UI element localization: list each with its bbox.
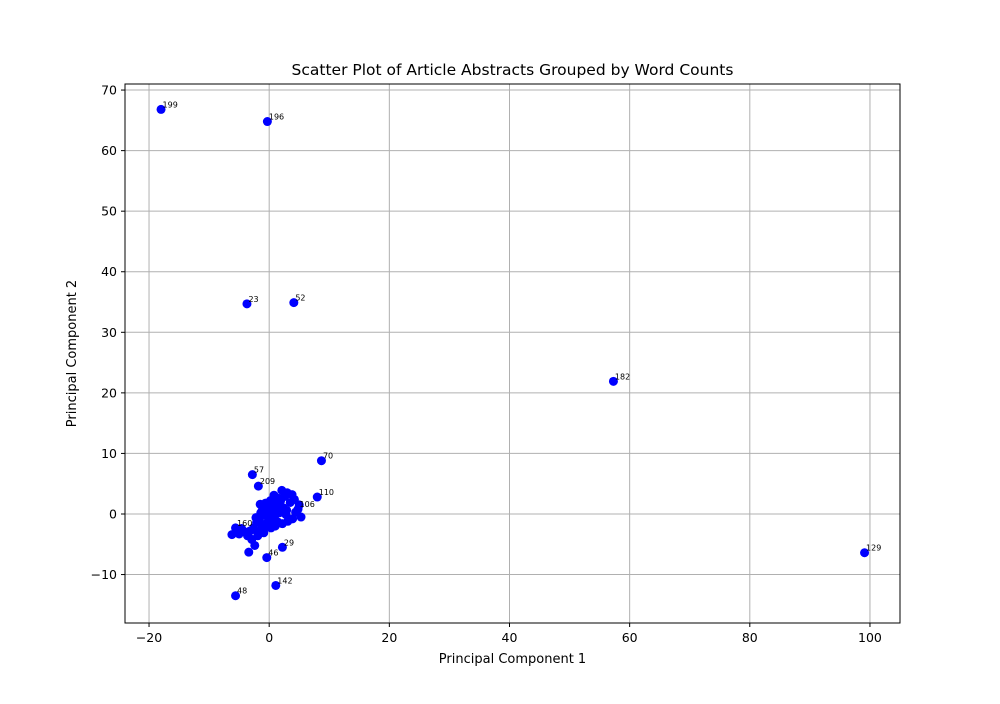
scatter-point [285, 497, 295, 507]
point-label: 106 [300, 500, 315, 509]
scatter-point [860, 548, 870, 558]
y-tick-label: 30 [101, 325, 117, 340]
point-label: 209 [260, 477, 275, 486]
scatter-point [316, 456, 326, 466]
point-label: 196 [269, 113, 284, 122]
point-label: 129 [866, 544, 881, 553]
scatter-point [262, 553, 272, 563]
axis-ticks: −20 0 20 40 60 80 100 −10 0 10 20 30 40 50 60 70 [91, 83, 882, 645]
scatter-point [268, 497, 278, 507]
point-label: 110 [319, 488, 334, 497]
scatter-point [270, 521, 280, 531]
y-tick-label: 10 [101, 446, 117, 461]
chart-title: Scatter Plot of Article Abstracts Groupe… [292, 61, 734, 79]
x-tick-label: 40 [502, 630, 518, 645]
point-label: 57 [254, 466, 264, 475]
scatter-point [250, 540, 260, 550]
scatter-point [293, 504, 303, 514]
scatter-point [271, 580, 281, 590]
point-label: 52 [295, 294, 305, 303]
point-label: 29 [284, 538, 294, 547]
scatter-point [244, 547, 254, 557]
y-tick-label: 60 [101, 143, 117, 158]
scatter-point [312, 492, 322, 502]
scatter-point [296, 512, 306, 522]
scatter-point [608, 376, 618, 386]
point-labels: 199 196 23 52 182 70 57 209 110 106 160 29 46 129 142 4… [163, 100, 882, 595]
scatter-point [252, 527, 262, 537]
y-tick-label: −10 [91, 567, 117, 582]
point-label: 182 [615, 372, 630, 381]
scatter-point [256, 508, 266, 518]
grid [125, 84, 900, 623]
point-label: 23 [248, 295, 258, 304]
point-label: 199 [163, 100, 178, 109]
y-tick-label: 50 [101, 204, 117, 219]
y-tick-label: 70 [101, 83, 117, 98]
point-label: 142 [277, 576, 292, 585]
scatter-point [242, 299, 252, 309]
scatter-point [262, 117, 272, 127]
x-tick-label: 0 [265, 630, 273, 645]
y-tick-label: 40 [101, 264, 117, 279]
scatter-point [277, 542, 287, 552]
y-tick-label: 0 [109, 506, 117, 521]
scatter-point [283, 516, 293, 526]
point-label: 48 [237, 587, 247, 596]
x-axis-label: Principal Component 1 [439, 652, 586, 667]
x-tick-label: −20 [136, 630, 162, 645]
x-tick-label: 80 [742, 630, 758, 645]
x-tick-label: 60 [622, 630, 638, 645]
scatter-point [282, 505, 292, 515]
point-label: 70 [323, 452, 333, 461]
x-tick-label: 20 [381, 630, 397, 645]
scatter-point [253, 481, 263, 491]
data-points [156, 104, 870, 601]
scatter-point [289, 298, 299, 308]
scatter-point [231, 591, 241, 601]
point-label: 160 [237, 519, 252, 528]
y-tick-label: 20 [101, 385, 117, 400]
plot-frame [124, 83, 901, 624]
scatter-point [264, 509, 274, 519]
scatter-point [227, 530, 237, 540]
scatter-point [231, 523, 241, 533]
scatter-point [247, 470, 257, 480]
x-tick-label: 100 [858, 630, 882, 645]
scatter-point [276, 496, 286, 506]
y-axis-label: Principal Component 2 [65, 280, 80, 427]
point-label: 46 [268, 549, 278, 558]
scatter-point [156, 104, 166, 114]
